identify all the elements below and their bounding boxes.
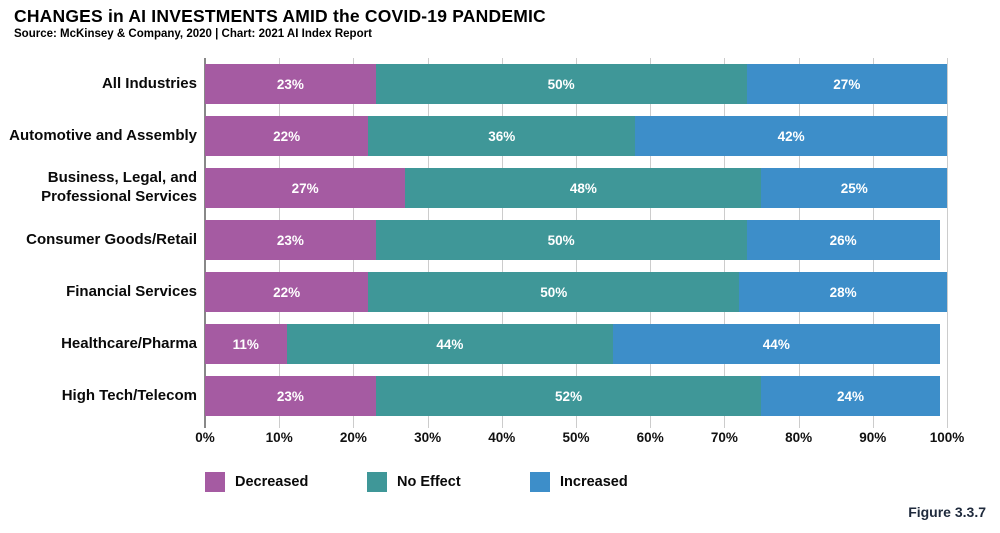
legend-label: Increased: [560, 474, 628, 490]
x-axis-tick-label: 10%: [265, 430, 293, 445]
category-label: Automotive and Assembly: [9, 126, 197, 144]
bar-stack: 22% 50% 28%: [205, 272, 947, 312]
bar-row: 23% 50% 26%: [205, 214, 947, 266]
x-axis-tick-label: 50%: [562, 430, 590, 445]
x-axis: 0% 10% 20% 30% 40% 50% 60% 70% 80% 90% 100%: [195, 430, 964, 448]
legend-label: No Effect: [397, 474, 461, 490]
bar-value-label: 36%: [488, 128, 516, 144]
bar-stack: 27% 48% 25%: [205, 168, 947, 208]
bar-segment-no-effect: 52%: [375, 376, 762, 416]
category-label: All Industries: [101, 74, 197, 92]
gridline: [947, 58, 948, 428]
bar-segment-increased: 26%: [746, 220, 940, 260]
legend-item-decreased: Decreased: [205, 472, 308, 492]
bar-row: 23% 52% 24%: [205, 370, 947, 422]
bar-value-label: 23%: [276, 232, 304, 248]
bar-value-label: 27%: [291, 180, 319, 196]
bar-row: 11% 44% 44%: [205, 318, 947, 370]
bar-segment-no-effect: 48%: [405, 168, 762, 208]
x-axis-tick-label: 70%: [710, 430, 738, 445]
bar-value-label: 23%: [276, 388, 304, 404]
bar-value-label: 28%: [829, 284, 857, 300]
bar-row: 27% 48% 25%: [205, 162, 947, 214]
bar-value-label: 50%: [547, 232, 575, 248]
legend-swatch: [367, 472, 387, 492]
bar-value-label: 44%: [762, 336, 790, 352]
bar-value-label: 22%: [273, 128, 301, 144]
x-axis-tick-label: 30%: [414, 430, 442, 445]
legend-item-increased: Increased: [530, 472, 628, 492]
bar-segment-increased: 25%: [761, 168, 947, 208]
x-axis-tick-label: 80%: [785, 430, 813, 445]
bar-segment-no-effect: 50%: [368, 272, 740, 312]
x-axis-tick-label: 90%: [859, 430, 887, 445]
bar-segment-increased: 28%: [739, 272, 947, 312]
x-axis-tick-label: 40%: [488, 430, 516, 445]
bar-row: 22% 36% 42%: [205, 110, 947, 162]
bar-segment-decreased: 11%: [205, 324, 287, 364]
bar-segment-increased: 44%: [613, 324, 940, 364]
y-axis-category-labels: All Industries Automotive and Assembly Bus…: [0, 58, 197, 422]
legend-swatch: [530, 472, 550, 492]
bar-stack: 23% 52% 24%: [205, 376, 947, 416]
bar-segment-increased: 24%: [761, 376, 940, 416]
category-label: High Tech/Telecom: [61, 386, 197, 404]
bar-value-label: 52%: [555, 388, 583, 404]
bar-value-label: 23%: [276, 76, 304, 92]
x-axis-tick-label: 100%: [929, 430, 965, 445]
bar-value-label: 11%: [232, 336, 259, 352]
bar-segment-decreased: 22%: [205, 116, 369, 156]
category-label: Consumer Goods/Retail: [26, 230, 197, 248]
bar-segment-increased: 42%: [635, 116, 947, 156]
x-axis-tick-label: 60%: [636, 430, 664, 445]
bar-value-label: 50%: [547, 76, 575, 92]
bar-value-label: 42%: [777, 128, 805, 144]
bar-value-label: 50%: [540, 284, 568, 300]
bar-value-label: 22%: [273, 284, 301, 300]
bar-value-label: 26%: [829, 232, 857, 248]
legend-swatch: [205, 472, 225, 492]
bar-value-label: 27%: [833, 76, 861, 92]
bar-stack: 11% 44% 44%: [205, 324, 947, 364]
bar-segment-decreased: 27%: [205, 168, 406, 208]
bar-value-label: 44%: [436, 336, 464, 352]
category-label: Financial Services: [66, 282, 197, 300]
bar-segment-increased: 27%: [746, 64, 947, 104]
bar-segment-no-effect: 36%: [368, 116, 636, 156]
bar-value-label: 25%: [840, 180, 868, 196]
bar-stack: 23% 50% 27%: [205, 64, 947, 104]
bar-segment-decreased: 23%: [205, 220, 376, 260]
bar-row: 22% 50% 28%: [205, 266, 947, 318]
chart-source: Source: McKinsey & Company, 2020 | Chart…: [14, 28, 372, 40]
legend-item-no-effect: No Effect: [367, 472, 461, 492]
x-axis-tick-label: 20%: [339, 430, 367, 445]
plot-area: 23% 50% 27% 22% 36% 42% 27% 48% 25% 23% 50% 26% 22% 5…: [204, 58, 948, 428]
figure-label: Figure 3.3.7: [908, 504, 986, 520]
legend-label: Decreased: [235, 474, 309, 490]
bar-row: 23% 50% 27%: [205, 58, 947, 110]
x-axis-tick-label: 0%: [195, 430, 215, 445]
bar-stack: 22% 36% 42%: [205, 116, 947, 156]
bar-segment-no-effect: 44%: [286, 324, 614, 364]
bar-segment-decreased: 22%: [205, 272, 369, 312]
bar-segment-decreased: 23%: [205, 376, 376, 416]
bar-stack: 23% 50% 26%: [205, 220, 947, 260]
category-label: Business, Legal, and Professional Servic…: [41, 169, 197, 205]
bar-segment-no-effect: 50%: [375, 64, 747, 104]
bar-value-label: 24%: [837, 388, 865, 404]
bar-segment-decreased: 23%: [205, 64, 376, 104]
category-label: Healthcare/Pharma: [61, 334, 197, 352]
bar-segment-no-effect: 50%: [375, 220, 747, 260]
bar-value-label: 48%: [569, 180, 597, 196]
chart-title: CHANGES in AI INVESTMENTS AMID the COVID…: [14, 6, 546, 26]
